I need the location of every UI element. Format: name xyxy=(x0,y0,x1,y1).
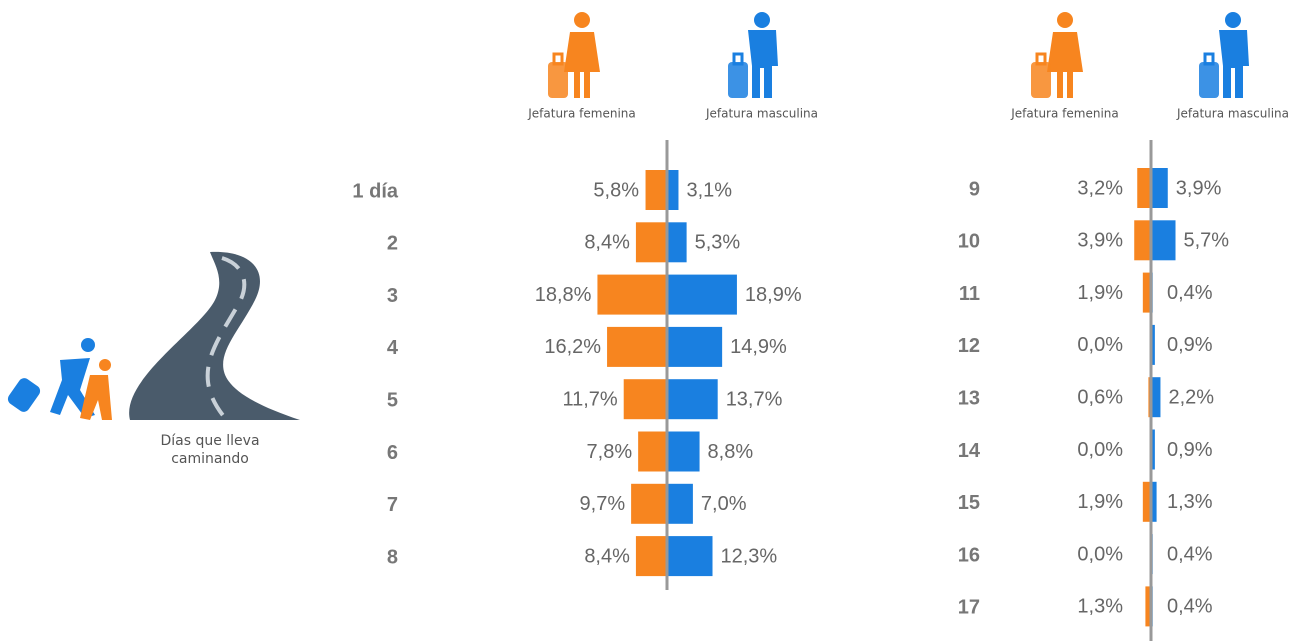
category-label: 17 xyxy=(958,597,980,619)
icon-body xyxy=(1219,30,1249,98)
value-label: 5,3% xyxy=(695,232,741,254)
value-label: 14,9% xyxy=(730,336,787,358)
icon-body xyxy=(748,30,778,98)
female-bar xyxy=(1134,220,1151,260)
male-bar xyxy=(667,327,722,367)
male-bar xyxy=(667,275,737,315)
value-label: 0,0% xyxy=(1077,543,1123,565)
value-label: 3,1% xyxy=(686,179,732,201)
value-label: 18,9% xyxy=(745,284,802,306)
value-label: 0,9% xyxy=(1167,334,1213,356)
value-label: 0,4% xyxy=(1167,596,1213,618)
category-label: 10 xyxy=(958,231,980,253)
legend-label: Jefatura masculina xyxy=(705,107,818,121)
category-label: 13 xyxy=(958,387,980,409)
value-label: 8,4% xyxy=(584,545,630,567)
male-icon xyxy=(1199,12,1249,98)
value-label: 0,0% xyxy=(1077,334,1123,356)
female-bar xyxy=(624,379,667,419)
icon-handle xyxy=(1205,54,1213,64)
value-label: 2,2% xyxy=(1168,386,1214,408)
legend-label: Jefatura masculina xyxy=(1176,107,1289,121)
value-label: 0,6% xyxy=(1077,386,1123,408)
female-icon xyxy=(548,12,600,98)
female-icon xyxy=(1031,12,1083,98)
icon-suitcase xyxy=(1031,62,1051,98)
infographic: Días que llevacaminando Jefatura femenin… xyxy=(0,0,1293,641)
value-label: 0,4% xyxy=(1167,282,1213,304)
value-label: 0,0% xyxy=(1077,439,1123,461)
category-label: 4 xyxy=(387,337,399,359)
value-label: 0,4% xyxy=(1167,543,1213,565)
male-bar xyxy=(667,484,693,524)
male-bar xyxy=(667,379,718,419)
value-label: 3,9% xyxy=(1077,230,1123,252)
icon-handle xyxy=(554,54,562,64)
female-bar xyxy=(636,222,667,262)
value-label: 5,8% xyxy=(593,179,639,201)
male-bar xyxy=(1151,168,1168,208)
legend-label: Jefatura femenina xyxy=(527,107,636,121)
category-label: 14 xyxy=(958,440,981,462)
value-label: 12,3% xyxy=(721,545,778,567)
male-bar xyxy=(667,432,700,472)
icon-head xyxy=(1057,12,1073,28)
value-label: 18,8% xyxy=(535,284,592,306)
male-bar xyxy=(1151,220,1176,260)
female-bar xyxy=(607,327,667,367)
male-icon xyxy=(728,12,778,98)
female-bar xyxy=(638,432,667,472)
value-label: 1,3% xyxy=(1167,491,1213,513)
icon-suitcase xyxy=(728,62,748,98)
value-label: 7,0% xyxy=(701,493,747,515)
icon-body xyxy=(564,32,600,98)
value-label: 1,9% xyxy=(1077,282,1123,304)
category-label: 6 xyxy=(387,442,398,464)
female-bar xyxy=(646,170,667,210)
value-label: 1,3% xyxy=(1077,596,1123,618)
icon-handle xyxy=(734,54,742,64)
value-label: 0,9% xyxy=(1167,439,1213,461)
category-label: 1 día xyxy=(352,180,398,202)
icon-suitcase xyxy=(548,62,568,98)
category-label: 16 xyxy=(958,544,980,566)
value-label: 9,7% xyxy=(580,493,626,515)
icon-head xyxy=(574,12,590,28)
category-label: 15 xyxy=(958,492,980,514)
value-label: 3,9% xyxy=(1176,177,1222,199)
value-label: 8,8% xyxy=(708,441,754,463)
icon-head xyxy=(1225,12,1241,28)
female-bar xyxy=(1137,168,1151,208)
category-label: 5 xyxy=(387,389,398,411)
category-label: 11 xyxy=(959,283,980,305)
category-label: 3 xyxy=(387,285,398,307)
icon-suitcase xyxy=(1199,62,1219,98)
male-bar xyxy=(667,222,687,262)
female-bar xyxy=(631,484,667,524)
male-bar xyxy=(667,536,713,576)
value-label: 13,7% xyxy=(726,388,783,410)
value-label: 11,7% xyxy=(562,388,617,410)
value-label: 16,2% xyxy=(544,336,601,358)
value-label: 5,7% xyxy=(1184,230,1230,252)
road-icon xyxy=(129,252,300,420)
value-label: 3,2% xyxy=(1077,177,1123,199)
walker-icon xyxy=(6,338,112,420)
value-label: 7,8% xyxy=(587,441,633,463)
value-label: 8,4% xyxy=(584,232,630,254)
category-label: 8 xyxy=(387,546,398,568)
icon-head xyxy=(754,12,770,28)
category-label: 2 xyxy=(387,233,398,255)
value-label: 1,9% xyxy=(1077,491,1123,513)
male-bar xyxy=(667,170,678,210)
legend-label: Jefatura femenina xyxy=(1010,107,1119,121)
category-label: 7 xyxy=(387,494,398,516)
category-label: 9 xyxy=(969,178,980,200)
category-label: 12 xyxy=(958,335,980,357)
icon-body xyxy=(1047,32,1083,98)
female-bar xyxy=(636,536,667,576)
icon-handle xyxy=(1037,54,1045,64)
female-bar xyxy=(597,275,667,315)
